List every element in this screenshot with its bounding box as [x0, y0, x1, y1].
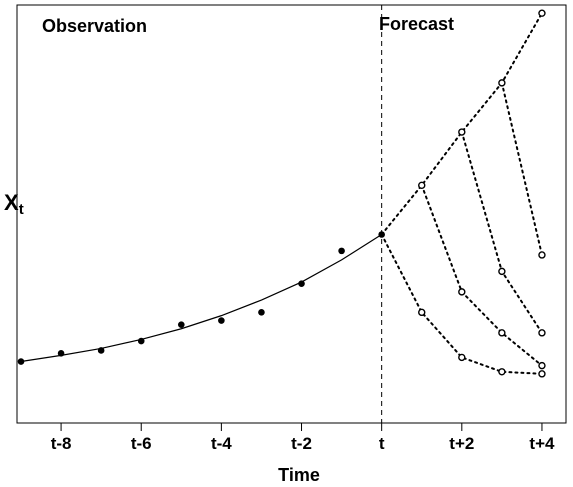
forecast-point: [498, 329, 506, 337]
x-tick-label: t-8: [51, 434, 72, 453]
forecast-point: [418, 308, 426, 317]
observed-point: [298, 280, 305, 287]
observed-point: [57, 350, 65, 357]
observation-annotation: Observation: [42, 16, 147, 36]
observed-point: [177, 321, 185, 328]
forecast-path-5: [380, 233, 543, 375]
forecast-annotation: Forecast: [379, 14, 454, 34]
forecast-point: [538, 370, 546, 378]
forecast-path-4: [500, 81, 543, 256]
x-tick-label: t-4: [211, 434, 232, 453]
x-tick-label: t+4: [529, 434, 555, 453]
forecast-point: [538, 329, 546, 337]
observed-point: [218, 317, 225, 324]
fitted-trend-line: [20, 233, 382, 363]
forecast-point: [498, 79, 506, 87]
plot-frame: [16, 4, 567, 424]
forecast-path-3: [460, 131, 543, 334]
forecast-point: [538, 361, 546, 370]
forecast-path-2: [420, 184, 543, 367]
observed-point: [17, 358, 25, 365]
observed-point: [258, 309, 265, 316]
x-tick-label: t-2: [291, 434, 312, 453]
y-axis-label: Xt: [4, 190, 24, 218]
forecast-point: [538, 9, 546, 17]
forecast-point: [458, 288, 466, 296]
forecast-point: [498, 368, 506, 376]
forecast-path-1: [380, 12, 543, 236]
forecast-point: [418, 181, 426, 190]
x-tick-label: t-6: [131, 434, 152, 453]
forecast-point: [498, 267, 506, 276]
observed-point: [97, 347, 105, 354]
forecast-point: [458, 353, 466, 362]
observed-point: [378, 231, 385, 238]
x-tick-label: t: [379, 434, 385, 453]
observed-point: [338, 247, 345, 255]
forecast-point: [538, 251, 546, 259]
forecast-point: [458, 128, 466, 136]
x-axis-label: Time: [278, 465, 320, 485]
observed-point: [137, 337, 145, 345]
x-tick-label: t+2: [449, 434, 474, 453]
